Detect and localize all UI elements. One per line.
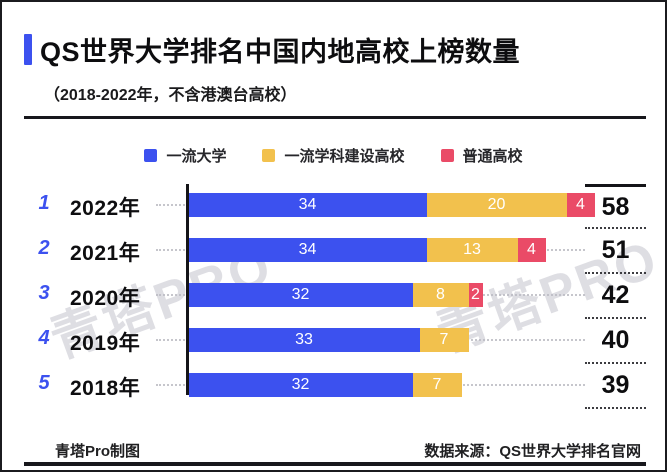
rank-number: 2 — [38, 237, 50, 259]
legend-item-0: 一流大学 — [144, 145, 226, 166]
stacked-bar: 34 13 4 — [188, 238, 546, 262]
rank-number: 1 — [38, 192, 50, 214]
legend-label: 一流大学 — [166, 148, 227, 165]
year-label: 2022年 — [70, 197, 141, 220]
totals-column: 58 51 42 40 39 — [585, 184, 646, 409]
bar-segment: 2 — [468, 283, 483, 307]
legend-item-2: 普通高校 — [440, 145, 523, 166]
legend-swatch-icon — [440, 149, 454, 162]
legend-swatch-icon — [262, 149, 276, 162]
bar-segment: 32 — [188, 373, 413, 397]
stacked-bar: 34 20 4 — [188, 193, 595, 217]
rank-number: 4 — [38, 327, 50, 349]
bar-segment: 4 — [517, 238, 546, 262]
year-label: 2018年 — [70, 377, 141, 400]
chart-subtitle: （2018-2022年，不含港澳台高校） — [44, 87, 297, 104]
top-divider — [24, 116, 646, 119]
total-value: 39 — [585, 364, 646, 409]
bar-segment: 32 — [188, 283, 413, 307]
bar-segment: 33 — [188, 328, 420, 352]
y-axis-line — [186, 184, 189, 395]
rank-number: 5 — [38, 372, 50, 394]
total-value: 42 — [585, 274, 646, 319]
data-source-text: 数据来源：QS世界大学排名官网 — [424, 443, 641, 460]
total-value: 51 — [585, 229, 646, 274]
year-label: 2021年 — [70, 242, 141, 265]
bar-segment: 20 — [426, 193, 567, 217]
bar-segment: 4 — [566, 193, 595, 217]
bar-rows: 1 2022年 34 20 4 2 2021年 34 13 4 3 2020年 32 8 2 4 2019年 33… — [26, 183, 645, 408]
legend-label: 普通高校 — [462, 148, 523, 165]
credit-text: 青塔Pro制图 — [55, 443, 141, 460]
bar-row-2022年: 1 2022年 34 20 4 — [26, 183, 645, 228]
rank-number: 3 — [38, 282, 50, 304]
total-value: 58 — [585, 184, 646, 229]
stacked-bar: 33 7 — [188, 328, 469, 352]
bottom-divider — [24, 462, 646, 466]
bar-segment: 13 — [426, 238, 518, 262]
legend: 一流大学 一流学科建设高校 普通高校 — [2, 145, 665, 166]
bar-row-2019年: 4 2019年 33 7 — [26, 318, 645, 363]
bar-row-2021年: 2 2021年 34 13 4 — [26, 228, 645, 273]
bar-segment: 7 — [412, 373, 462, 397]
year-label: 2020年 — [70, 287, 141, 310]
legend-item-1: 一流学科建设高校 — [262, 145, 405, 166]
header: QS世界大学排名中国内地高校上榜数量 — [24, 30, 520, 69]
bar-segment: 7 — [419, 328, 469, 352]
year-label: 2019年 — [70, 332, 141, 355]
bar-segment: 34 — [188, 193, 427, 217]
legend-swatch-icon — [144, 149, 158, 162]
bar-row-2020年: 3 2020年 32 8 2 — [26, 273, 645, 318]
page-title: QS世界大学排名中国内地高校上榜数量 — [40, 37, 521, 67]
stacked-bar: 32 8 2 — [188, 283, 483, 307]
stacked-bar: 32 7 — [188, 373, 462, 397]
bar-segment: 8 — [412, 283, 469, 307]
total-value: 40 — [585, 319, 646, 364]
legend-label: 一流学科建设高校 — [284, 148, 405, 165]
bar-chart: 1 2022年 34 20 4 2 2021年 34 13 4 3 2020年 32 8 2 4 2019年 33… — [26, 183, 645, 408]
bar-row-2018年: 5 2018年 32 7 — [26, 363, 645, 408]
title-accent-bar — [24, 34, 32, 65]
bar-segment: 34 — [188, 238, 427, 262]
